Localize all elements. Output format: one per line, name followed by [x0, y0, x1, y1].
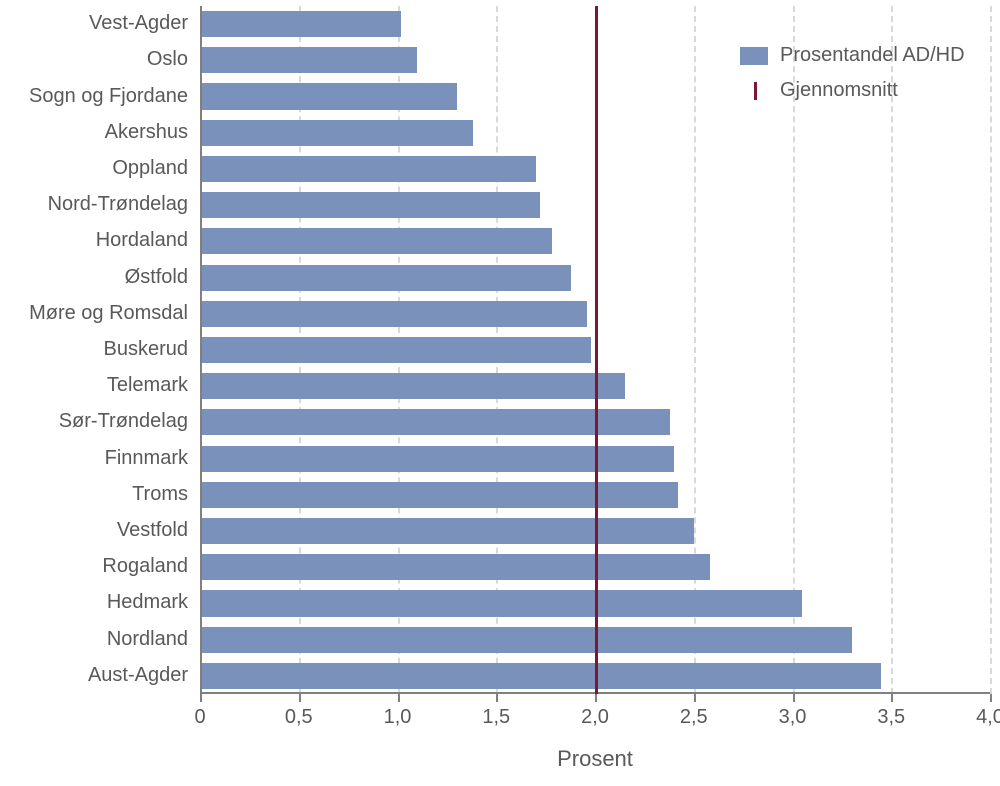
bar	[200, 446, 674, 472]
y-axis-category-label: Nordland	[107, 628, 188, 651]
x-tick-mark	[299, 694, 301, 702]
y-axis-category-label: Sør-Trøndelag	[59, 410, 188, 433]
average-line	[595, 6, 598, 694]
y-axis-category-label: Telemark	[107, 374, 188, 397]
x-tick-label: 0,5	[285, 706, 313, 729]
x-axis-title: Prosent	[557, 746, 633, 772]
bar	[200, 518, 694, 544]
legend-item: Prosentandel AD/HD	[740, 44, 965, 67]
y-axis-category-label: Finnmark	[105, 447, 188, 470]
bar	[200, 83, 457, 109]
x-tick-mark	[595, 694, 597, 702]
x-tick-label: 1,0	[384, 706, 412, 729]
x-tick-label: 2,5	[680, 706, 708, 729]
adhd-percent-by-county-chart: Vest-Agder Oslo Sogn og Fjordane Akershus Op…	[0, 0, 1000, 786]
bar	[200, 373, 625, 399]
x-tick-mark	[990, 694, 992, 702]
bar	[200, 228, 552, 254]
y-axis-category-label: Akershus	[105, 121, 188, 144]
y-axis-category-label: Vest-Agder	[89, 12, 188, 35]
y-axis-category-label: Nord-Trøndelag	[48, 193, 188, 216]
bar	[200, 663, 881, 689]
bar	[200, 337, 591, 363]
bar	[200, 120, 473, 146]
legend-swatch-line	[740, 82, 768, 100]
bar	[200, 409, 670, 435]
x-tick-mark	[200, 694, 202, 702]
bar	[200, 590, 802, 616]
bar	[200, 11, 401, 37]
y-axis-category-label: Rogaland	[102, 555, 188, 578]
y-axis-category-label: Hordaland	[96, 229, 188, 252]
y-axis-category-label: Aust-Agder	[88, 664, 188, 687]
x-tick-label: 3,5	[877, 706, 905, 729]
x-tick-mark	[496, 694, 498, 702]
x-tick-label: 0	[194, 706, 205, 729]
y-axis-category-label: Østfold	[125, 266, 188, 289]
x-tick-mark	[398, 694, 400, 702]
x-tick-label: 3,0	[779, 706, 807, 729]
bar	[200, 47, 417, 73]
y-axis-category-label: Hedmark	[107, 591, 188, 614]
bar	[200, 265, 571, 291]
bar	[200, 156, 536, 182]
bar	[200, 482, 678, 508]
bar	[200, 192, 540, 218]
y-axis	[200, 6, 202, 694]
bar	[200, 554, 710, 580]
y-axis-labels: Vest-Agder Oslo Sogn og Fjordane Akershus Op…	[0, 6, 188, 694]
x-tick-label: 1,5	[482, 706, 510, 729]
legend-label: Gjennomsnitt	[780, 79, 898, 102]
legend: Prosentandel AD/HD Gjennomsnitt	[740, 44, 965, 114]
legend-swatch-bar	[740, 47, 768, 65]
x-tick-mark	[793, 694, 795, 702]
y-axis-category-label: Oppland	[112, 157, 188, 180]
y-axis-category-label: Vestfold	[117, 519, 188, 542]
y-axis-category-label: Oslo	[147, 48, 188, 71]
x-tick-label: 4,0	[976, 706, 1000, 729]
y-axis-category-label: Sogn og Fjordane	[29, 85, 188, 108]
bar	[200, 627, 852, 653]
gridline	[990, 6, 992, 694]
y-axis-category-label: Buskerud	[104, 338, 189, 361]
y-axis-category-label: Troms	[132, 483, 188, 506]
bar	[200, 301, 587, 327]
legend-label: Prosentandel AD/HD	[780, 44, 965, 67]
x-tick-mark	[694, 694, 696, 702]
legend-item: Gjennomsnitt	[740, 79, 965, 102]
x-tick-labels: 00,51,01,52,02,53,03,54,0	[200, 706, 990, 736]
x-tick-label: 2,0	[581, 706, 609, 729]
x-tick-mark	[891, 694, 893, 702]
y-axis-category-label: Møre og Romsdal	[29, 302, 188, 325]
